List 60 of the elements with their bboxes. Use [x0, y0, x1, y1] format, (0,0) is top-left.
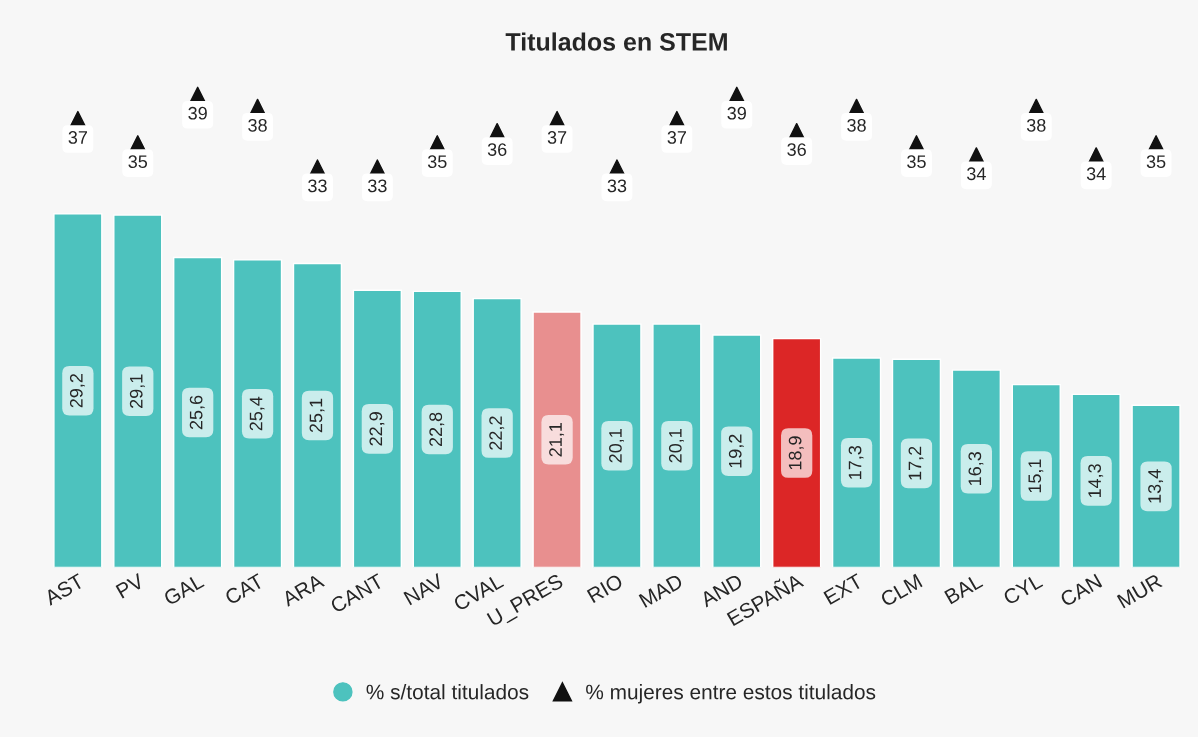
x-tick-label: ARA — [280, 573, 325, 607]
data-label: 37 — [547, 131, 567, 144]
data-label: 34 — [967, 167, 986, 181]
x-tick-label: CAT — [224, 573, 265, 606]
data-label: 13,4 — [1148, 469, 1164, 503]
data-label: 18,9 — [788, 436, 804, 470]
bar — [232, 259, 283, 568]
legend-label: % s/total titulados — [366, 684, 529, 700]
data-label: 38 — [847, 118, 866, 132]
data-label: 33 — [607, 179, 627, 193]
data-label: 34 — [1086, 167, 1106, 181]
data-label: 20,1 — [668, 429, 684, 463]
legend-label: % mujeres entre estos titulados — [586, 684, 876, 704]
x-tick-label: AST — [43, 573, 86, 606]
data-label: 33 — [368, 179, 387, 193]
x-tick-label: MUR — [1116, 573, 1163, 609]
data-label: 20,1 — [609, 429, 624, 463]
data-label: 38 — [1026, 118, 1046, 132]
data-label: 37 — [667, 131, 687, 144]
data-label: 15,1 — [1028, 459, 1044, 493]
x-tick-label: GAL — [162, 573, 205, 606]
data-label: 19,2 — [728, 434, 744, 468]
data-label: 38 — [248, 118, 267, 132]
data-label: 36 — [787, 143, 806, 156]
x-tick-label: BAL — [944, 573, 984, 605]
x-tick-label: CYL — [1002, 573, 1044, 606]
data-label: 37 — [68, 131, 88, 144]
x-tick-label: CAN — [1059, 573, 1103, 608]
bar — [173, 256, 223, 568]
data-label: 25,4 — [249, 396, 265, 431]
data-label: 35 — [907, 155, 926, 169]
data-label: 17,2 — [908, 446, 924, 480]
data-label: 36 — [487, 143, 507, 156]
data-label: 16,3 — [968, 452, 984, 485]
data-label: 39 — [727, 106, 746, 120]
data-label: 17,3 — [848, 445, 864, 479]
x-tick-label: CLM — [879, 573, 923, 608]
x-tick-label: MAD — [638, 573, 684, 608]
x-tick-label: EXT — [823, 573, 864, 605]
data-label: 39 — [188, 106, 207, 120]
data-label: 25,1 — [309, 398, 325, 433]
data-label: 21,1 — [549, 423, 565, 457]
data-label: 29,1 — [129, 374, 145, 408]
x-tick-label: NAV — [403, 573, 445, 606]
data-label: 22,2 — [489, 416, 505, 450]
data-label: 35 — [427, 155, 447, 169]
data-label: 29,2 — [69, 374, 85, 408]
data-label: 35 — [128, 155, 148, 169]
x-tick-label: PV — [115, 573, 146, 599]
data-label: 22,9 — [369, 412, 385, 446]
data-label: 35 — [1146, 155, 1166, 169]
bar — [292, 262, 343, 568]
chart-title: Titulados en STEM — [505, 32, 727, 51]
bar — [113, 214, 163, 568]
data-label: 22,8 — [429, 412, 445, 447]
data-label: 14,3 — [1088, 464, 1104, 498]
data-label: 25,6 — [189, 395, 205, 430]
x-tick-label: RIO — [586, 573, 624, 604]
data-label: 33 — [308, 179, 327, 193]
bar — [53, 213, 103, 568]
